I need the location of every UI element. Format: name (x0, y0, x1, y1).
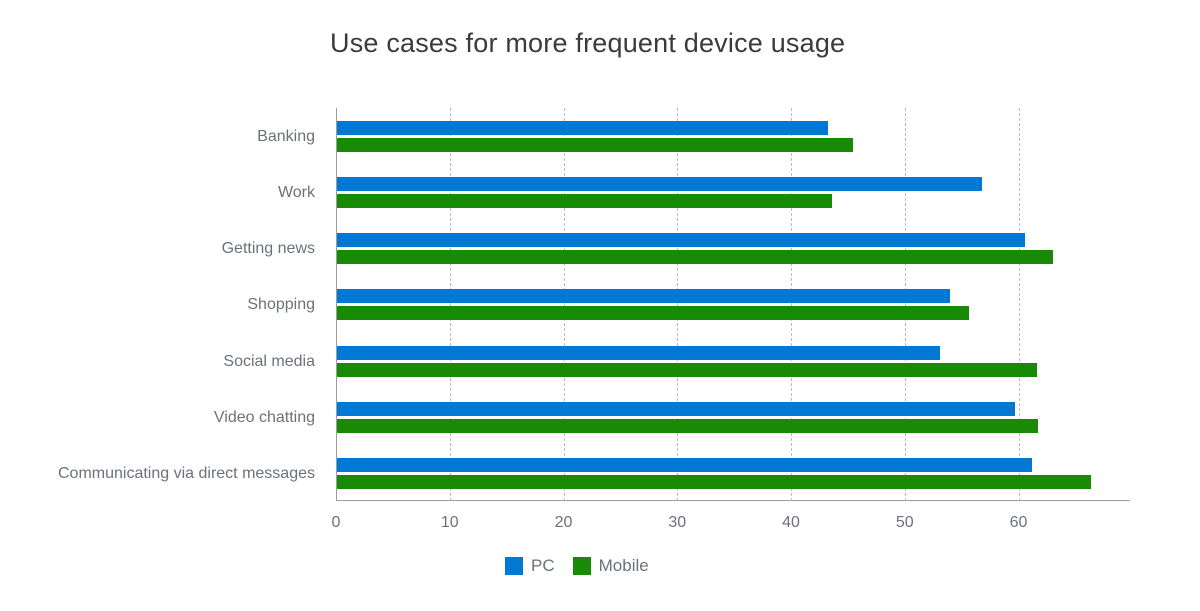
bar-pc[interactable] (337, 121, 829, 135)
bar-mobile[interactable] (337, 194, 832, 209)
x-tick-label: 60 (1009, 514, 1028, 531)
gridline (791, 108, 792, 501)
legend-label-mobile: Mobile (598, 556, 649, 575)
mobile-swatch-icon (572, 557, 591, 575)
gridline (904, 108, 906, 501)
legend: PC Mobile (505, 556, 667, 576)
bar-mobile[interactable] (337, 250, 1053, 265)
category-label: Getting news (221, 240, 315, 258)
legend-label-pc: PC (531, 556, 555, 575)
bar-mobile[interactable] (337, 306, 970, 321)
category-label: Banking (257, 128, 315, 145)
category-label: Shopping (247, 296, 315, 314)
x-tick-label: 0 (331, 514, 341, 531)
x-tick-label: 40 (782, 514, 800, 531)
bar-pc[interactable] (337, 289, 951, 304)
x-tick-label: 20 (554, 514, 573, 531)
x-axis-line (336, 500, 1130, 501)
bar-pc[interactable] (337, 345, 940, 360)
bar-mobile[interactable] (337, 362, 1037, 377)
bar-pc[interactable] (337, 233, 1026, 248)
x-tick-label: 50 (895, 514, 914, 531)
gridline (563, 108, 565, 501)
category-label: Work (277, 184, 315, 202)
bar-pc[interactable] (337, 177, 982, 192)
bar-pc[interactable] (337, 401, 1015, 416)
x-tick-label: 30 (668, 514, 687, 531)
x-tick-label: 10 (440, 514, 459, 531)
legend-item-mobile[interactable]: Mobile (572, 556, 649, 576)
gridline (1018, 108, 1020, 501)
bar-mobile[interactable] (337, 138, 854, 152)
chart-title: Use cases for more frequent device usage (330, 28, 846, 58)
legend-item-pc[interactable]: PC (505, 556, 555, 576)
gridline (449, 108, 451, 501)
category-label: Communicating via direct messages (58, 464, 315, 482)
category-label: Social media (223, 352, 315, 370)
category-label: Video chatting (213, 408, 315, 426)
bar-mobile[interactable] (337, 418, 1038, 433)
pc-swatch-icon (505, 557, 523, 575)
y-axis-line (336, 108, 337, 501)
bar-pc[interactable] (337, 457, 1033, 472)
plot-area (336, 108, 1130, 501)
gridline (677, 108, 679, 501)
bar-mobile[interactable] (337, 474, 1092, 489)
